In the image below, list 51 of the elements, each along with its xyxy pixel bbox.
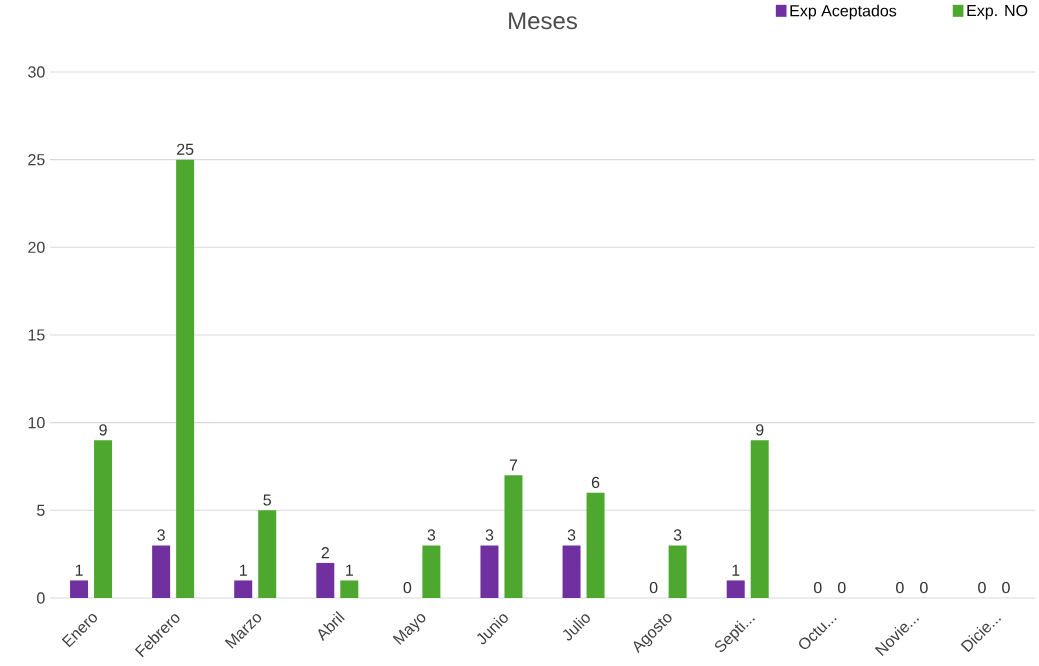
y-tick-label: 10: [28, 417, 45, 429]
data-label: 3: [485, 529, 494, 541]
bar: [422, 545, 441, 598]
data-label: 5: [263, 494, 271, 506]
bar: [726, 580, 745, 598]
chart-title: Meses: [509, 12, 577, 30]
data-label: 3: [673, 529, 682, 541]
bar: [70, 580, 89, 598]
bar: [562, 545, 581, 598]
data-label: 0: [649, 581, 658, 594]
bar: [176, 159, 195, 598]
bar: [316, 562, 335, 598]
data-label: 1: [75, 564, 83, 576]
x-tick-label: Julio: [562, 614, 590, 641]
bar: [480, 545, 499, 598]
data-label: 0: [920, 581, 928, 594]
data-label: 1: [346, 564, 353, 576]
bar: [234, 580, 253, 598]
bar: [586, 492, 605, 598]
data-label: 2: [321, 547, 329, 559]
data-label: 1: [732, 564, 740, 576]
data-label: 25: [177, 143, 194, 155]
bar: [750, 440, 769, 598]
bar: [504, 475, 523, 598]
y-tick-label: 5: [37, 504, 45, 516]
data-label: 0: [813, 581, 822, 594]
data-label: 0: [837, 581, 846, 594]
data-label: 7: [509, 459, 518, 471]
bar: [340, 580, 359, 598]
bar: [152, 545, 171, 598]
legend-label: Exp. NO: [967, 4, 1028, 20]
data-label: 0: [403, 581, 412, 594]
y-tick-label: 25: [28, 154, 45, 166]
data-label: 3: [157, 529, 165, 541]
data-label: 0: [978, 581, 986, 594]
data-label: 3: [567, 529, 576, 541]
bar: [94, 440, 113, 598]
legend-label: Exp Aceptados: [790, 4, 897, 20]
bar: [258, 510, 277, 598]
data-label: 0: [896, 581, 904, 594]
y-tick-label: 20: [28, 241, 45, 253]
data-label: 3: [427, 529, 436, 541]
bar: [668, 545, 687, 598]
data-label: 9: [99, 424, 107, 436]
y-tick-label: 15: [28, 329, 45, 341]
y-tick-label: 0: [37, 592, 45, 604]
data-label: 9: [756, 424, 764, 436]
y-tick-label: 30: [28, 66, 45, 78]
data-label: 6: [591, 476, 600, 489]
data-label: 0: [1002, 581, 1010, 594]
data-label: 1: [239, 564, 247, 576]
